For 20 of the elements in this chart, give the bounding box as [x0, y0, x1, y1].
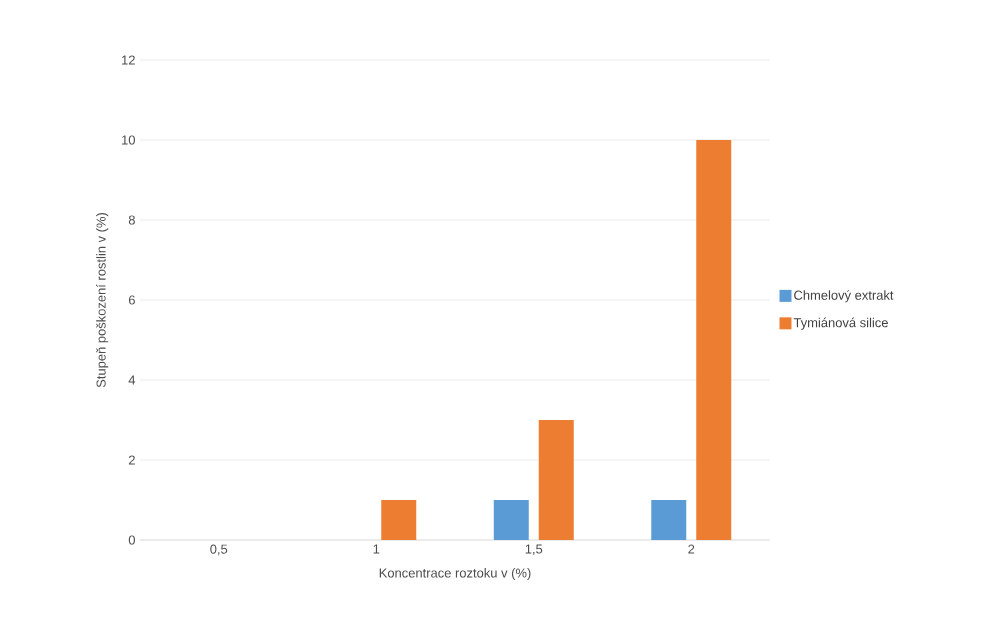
bar [381, 500, 417, 540]
y-tick-label: 2 [128, 455, 135, 465]
y-tick-label: 6 [128, 295, 135, 305]
x-tick-label: 1,5 [525, 544, 543, 556]
y-tick-label: 0 [128, 535, 135, 545]
x-tick-label: 1 [373, 544, 380, 554]
legend-label: Tymiánová silice [793, 317, 888, 330]
x-tick-label: 2 [688, 544, 695, 554]
y-tick-label: 12 [122, 55, 135, 65]
bar [538, 420, 574, 540]
x-tick-label: 0,5 [210, 544, 228, 556]
x-axis-title: Koncentrace roztoku v (%) [379, 568, 531, 581]
y-axis-title: Stupeň poškození rostlin v (%) [96, 213, 109, 388]
y-tick-label: 4 [128, 375, 136, 385]
legend-label: Chmelový extrakt [794, 290, 894, 303]
bar [651, 500, 687, 540]
bar [696, 140, 732, 540]
y-tick-label: 10 [122, 135, 135, 145]
bar [493, 500, 529, 540]
y-tick-label: 8 [128, 215, 135, 225]
